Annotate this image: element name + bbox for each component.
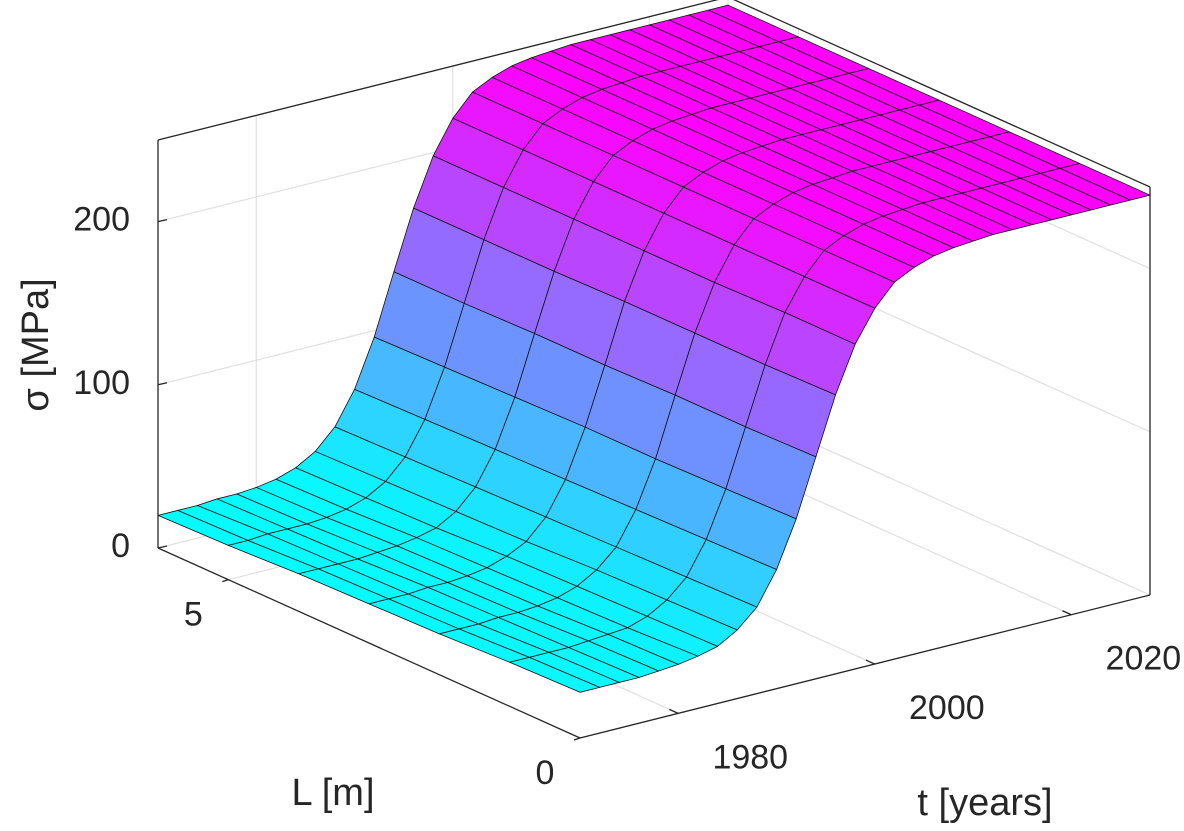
z-tick [157,382,168,386]
x-tick-label: 1980 [712,738,788,776]
x-axis [579,594,1151,739]
x-tick-label: 2000 [909,689,985,727]
x-tick [1062,610,1072,616]
box-edge [733,0,1151,188]
x-axis-label: t [years] [917,782,1052,824]
surface [157,4,1151,693]
z-axis-label: σ [MPa] [15,278,57,411]
y-tick-label: 0 [536,754,555,792]
y-axis-label: L [m] [291,772,374,814]
surface-face [509,656,601,693]
y-tick [573,737,581,741]
z-tick [157,218,168,223]
x-tick-label: 2020 [1106,640,1182,678]
y-tick-label: 5 [184,596,203,634]
box-edge [157,0,719,141]
x-tick [669,708,679,714]
x-tick [865,659,876,665]
y-tick [222,579,229,583]
z-tick [157,545,168,549]
z-tick-label: 200 [73,201,130,239]
z-tick-label: 0 [111,527,130,565]
z-tick-label: 100 [73,364,130,402]
